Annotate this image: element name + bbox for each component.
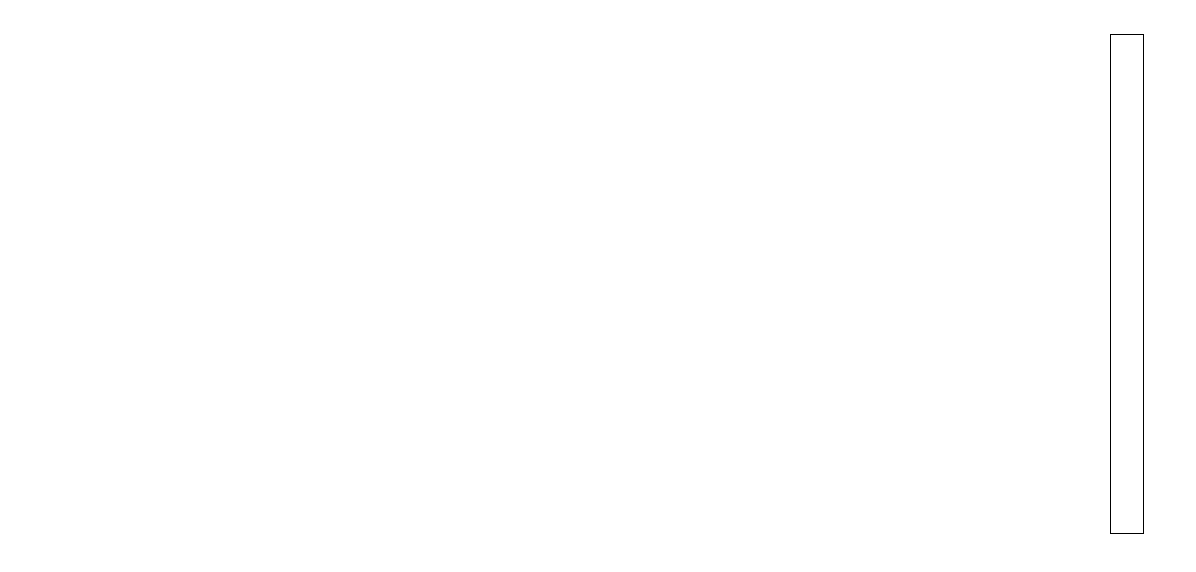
heatmap-grid — [41, 34, 1100, 534]
colorbar-bands — [1111, 35, 1143, 533]
heatmap-plot — [41, 34, 1100, 534]
colorbar — [1110, 34, 1144, 534]
